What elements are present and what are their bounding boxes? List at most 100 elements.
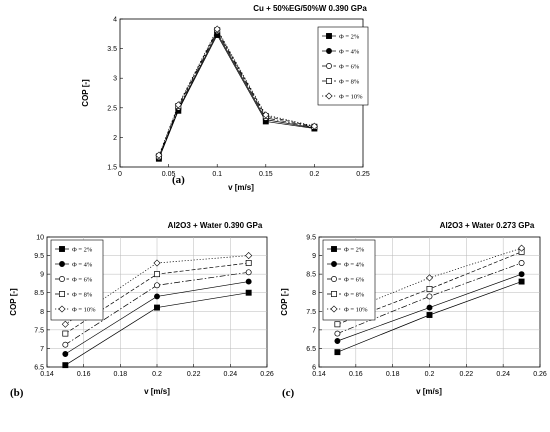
legend-entry: Φ = 4% (72, 261, 93, 268)
legend-entry: Φ = 2% (339, 33, 360, 40)
y-axis-label: COP [-] (280, 288, 289, 316)
data-point (518, 260, 525, 266)
y-tick-label: 2 (113, 135, 117, 142)
data-point (518, 278, 525, 285)
legend-entry: Φ = 10% (72, 306, 96, 313)
legend-entry: Φ = 2% (72, 246, 93, 253)
y-tick-label: 4 (113, 17, 117, 24)
legend-entry: Φ = 10% (344, 306, 368, 313)
y-tick-label: 9.5 (306, 235, 316, 242)
panel-label: (c) (282, 387, 295, 399)
legend-marker (59, 246, 65, 252)
legend-entry: Φ = 10% (339, 93, 363, 100)
legend-entry: Φ = 4% (344, 261, 365, 268)
chart-title: Cu + 50%EG/50%W 0.390 GPa (253, 4, 367, 13)
y-tick-label: 2.5 (107, 105, 117, 112)
data-point (154, 293, 160, 300)
x-tick-label: 0.26 (533, 371, 547, 378)
legend-entry: Φ = 6% (72, 276, 93, 283)
legend-marker (331, 261, 337, 267)
x-axis-label: v [m/s] (144, 387, 170, 396)
chart-0: 0 0.05 0.1 0.15 0.2 0.25 1.5 2 2.5 3 3.5 4 Φ = 2% Φ =… (81, 4, 370, 192)
x-axis-label: v [m/s] (416, 387, 442, 396)
panel-label: (a) (172, 174, 185, 186)
x-tick-label: 0.1 (212, 171, 222, 178)
x-tick-label: 0.25 (356, 171, 370, 178)
y-tick-label: 8 (40, 309, 44, 316)
y-tick-label: 7.5 (34, 327, 44, 334)
y-tick-label: 8 (312, 290, 316, 297)
data-point (426, 286, 433, 292)
data-point (518, 271, 525, 278)
legend-entry: Φ = 8% (339, 78, 360, 85)
x-tick-label: 0.24 (496, 371, 510, 378)
data-point (153, 259, 161, 267)
y-tick-label: 9.5 (34, 253, 44, 260)
panel-label: (b) (10, 387, 24, 399)
data-point (262, 111, 270, 119)
legend-marker (59, 261, 65, 267)
legend-marker (58, 305, 66, 313)
x-tick-label: 0.14 (40, 371, 54, 378)
chart-title: Al2O3 + Water 0.273 GPa (440, 221, 535, 230)
y-tick-label: 1.5 (107, 165, 117, 172)
legend-entry: Φ = 4% (339, 48, 360, 55)
x-tick-label: 0.26 (260, 371, 274, 378)
legend-entry: Φ = 6% (339, 63, 360, 70)
data-point (334, 349, 341, 356)
data-point (310, 122, 318, 130)
legend-marker (331, 291, 337, 297)
y-tick-label: 8.5 (306, 272, 316, 279)
data-point (245, 252, 253, 260)
data-point (245, 260, 252, 266)
y-tick-label: 3 (113, 76, 117, 83)
y-tick-label: 8.5 (34, 290, 44, 297)
x-tick-label: 0.2 (152, 371, 162, 378)
data-point (62, 362, 69, 369)
data-point (154, 282, 160, 289)
data-point (174, 101, 182, 109)
x-tick-label: 0.2 (425, 371, 435, 378)
y-tick-label: 9 (312, 253, 316, 260)
x-tick-label: 0.15 (259, 171, 273, 178)
legend-marker (325, 92, 333, 100)
y-tick-label: 6 (312, 365, 316, 372)
y-tick-label: 7 (40, 346, 44, 353)
data-point (62, 341, 69, 348)
x-tick-label: 0.14 (312, 371, 326, 378)
y-tick-label: 10 (36, 235, 44, 242)
data-point (425, 274, 434, 282)
data-point (62, 351, 69, 357)
x-tick-label: 0.16 (349, 371, 363, 378)
data-point (426, 304, 433, 311)
x-axis-label: v [m/s] (228, 183, 254, 192)
x-tick-label: 0.18 (114, 371, 128, 378)
legend-marker (330, 305, 338, 313)
data-point (155, 151, 163, 159)
chart-title: Al2O3 + Water 0.390 GPa (168, 221, 263, 230)
y-tick-label: 7 (312, 327, 316, 334)
series-line-3 (337, 262, 522, 334)
data-point (334, 330, 341, 337)
legend-entry: Φ = 6% (344, 276, 365, 283)
data-point (154, 271, 160, 278)
data-point (62, 330, 69, 337)
legend-marker (326, 63, 332, 69)
data-point (518, 244, 526, 252)
x-tick-label: 0.22 (460, 371, 474, 378)
y-tick-label: 9 (40, 272, 44, 279)
y-tick-label: 6.5 (306, 346, 316, 353)
y-tick-label: 7.5 (306, 309, 316, 316)
legend-marker (326, 78, 332, 84)
data-point (426, 312, 433, 318)
legend-entry: Φ = 8% (344, 291, 365, 298)
legend-marker (326, 33, 332, 39)
y-axis-label: COP [-] (9, 288, 18, 316)
legend-marker (331, 246, 337, 252)
legend-marker (331, 276, 337, 282)
legend-entry: Φ = 2% (344, 246, 365, 253)
x-tick-label: 0.05 (162, 171, 176, 178)
chart-2: 0.14 0.16 0.18 0.2 0.22 0.24 0.26 6 6.5 7 7.5 8 8.5 9… (280, 221, 547, 399)
data-point (154, 304, 160, 311)
